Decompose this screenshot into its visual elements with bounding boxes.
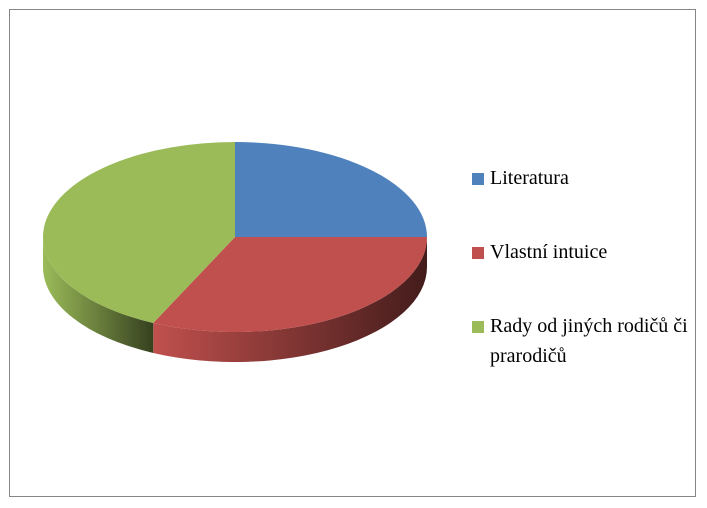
legend-label: Literatura — [490, 167, 569, 189]
legend-item: Rady od jiných rodičů či prarodičů — [470, 311, 700, 371]
legend-item: Literatura — [470, 163, 700, 193]
pie-slice — [153, 237, 428, 332]
chart-frame — [9, 9, 696, 497]
legend-swatch — [472, 247, 484, 259]
legend-label: Rady od jiných rodičů či prarodičů — [490, 315, 688, 367]
legend-swatch — [472, 173, 484, 185]
legend-label: Vlastní intuice — [490, 241, 608, 263]
pie-side — [43, 237, 154, 353]
pie-slice — [43, 142, 235, 323]
legend: Literatura Vlastní intuice Rady od jiných … — [470, 163, 700, 415]
legend-swatch — [472, 321, 484, 333]
legend-item: Vlastní intuice — [470, 237, 700, 267]
pie-side — [153, 237, 428, 362]
pie-slice — [235, 142, 427, 237]
